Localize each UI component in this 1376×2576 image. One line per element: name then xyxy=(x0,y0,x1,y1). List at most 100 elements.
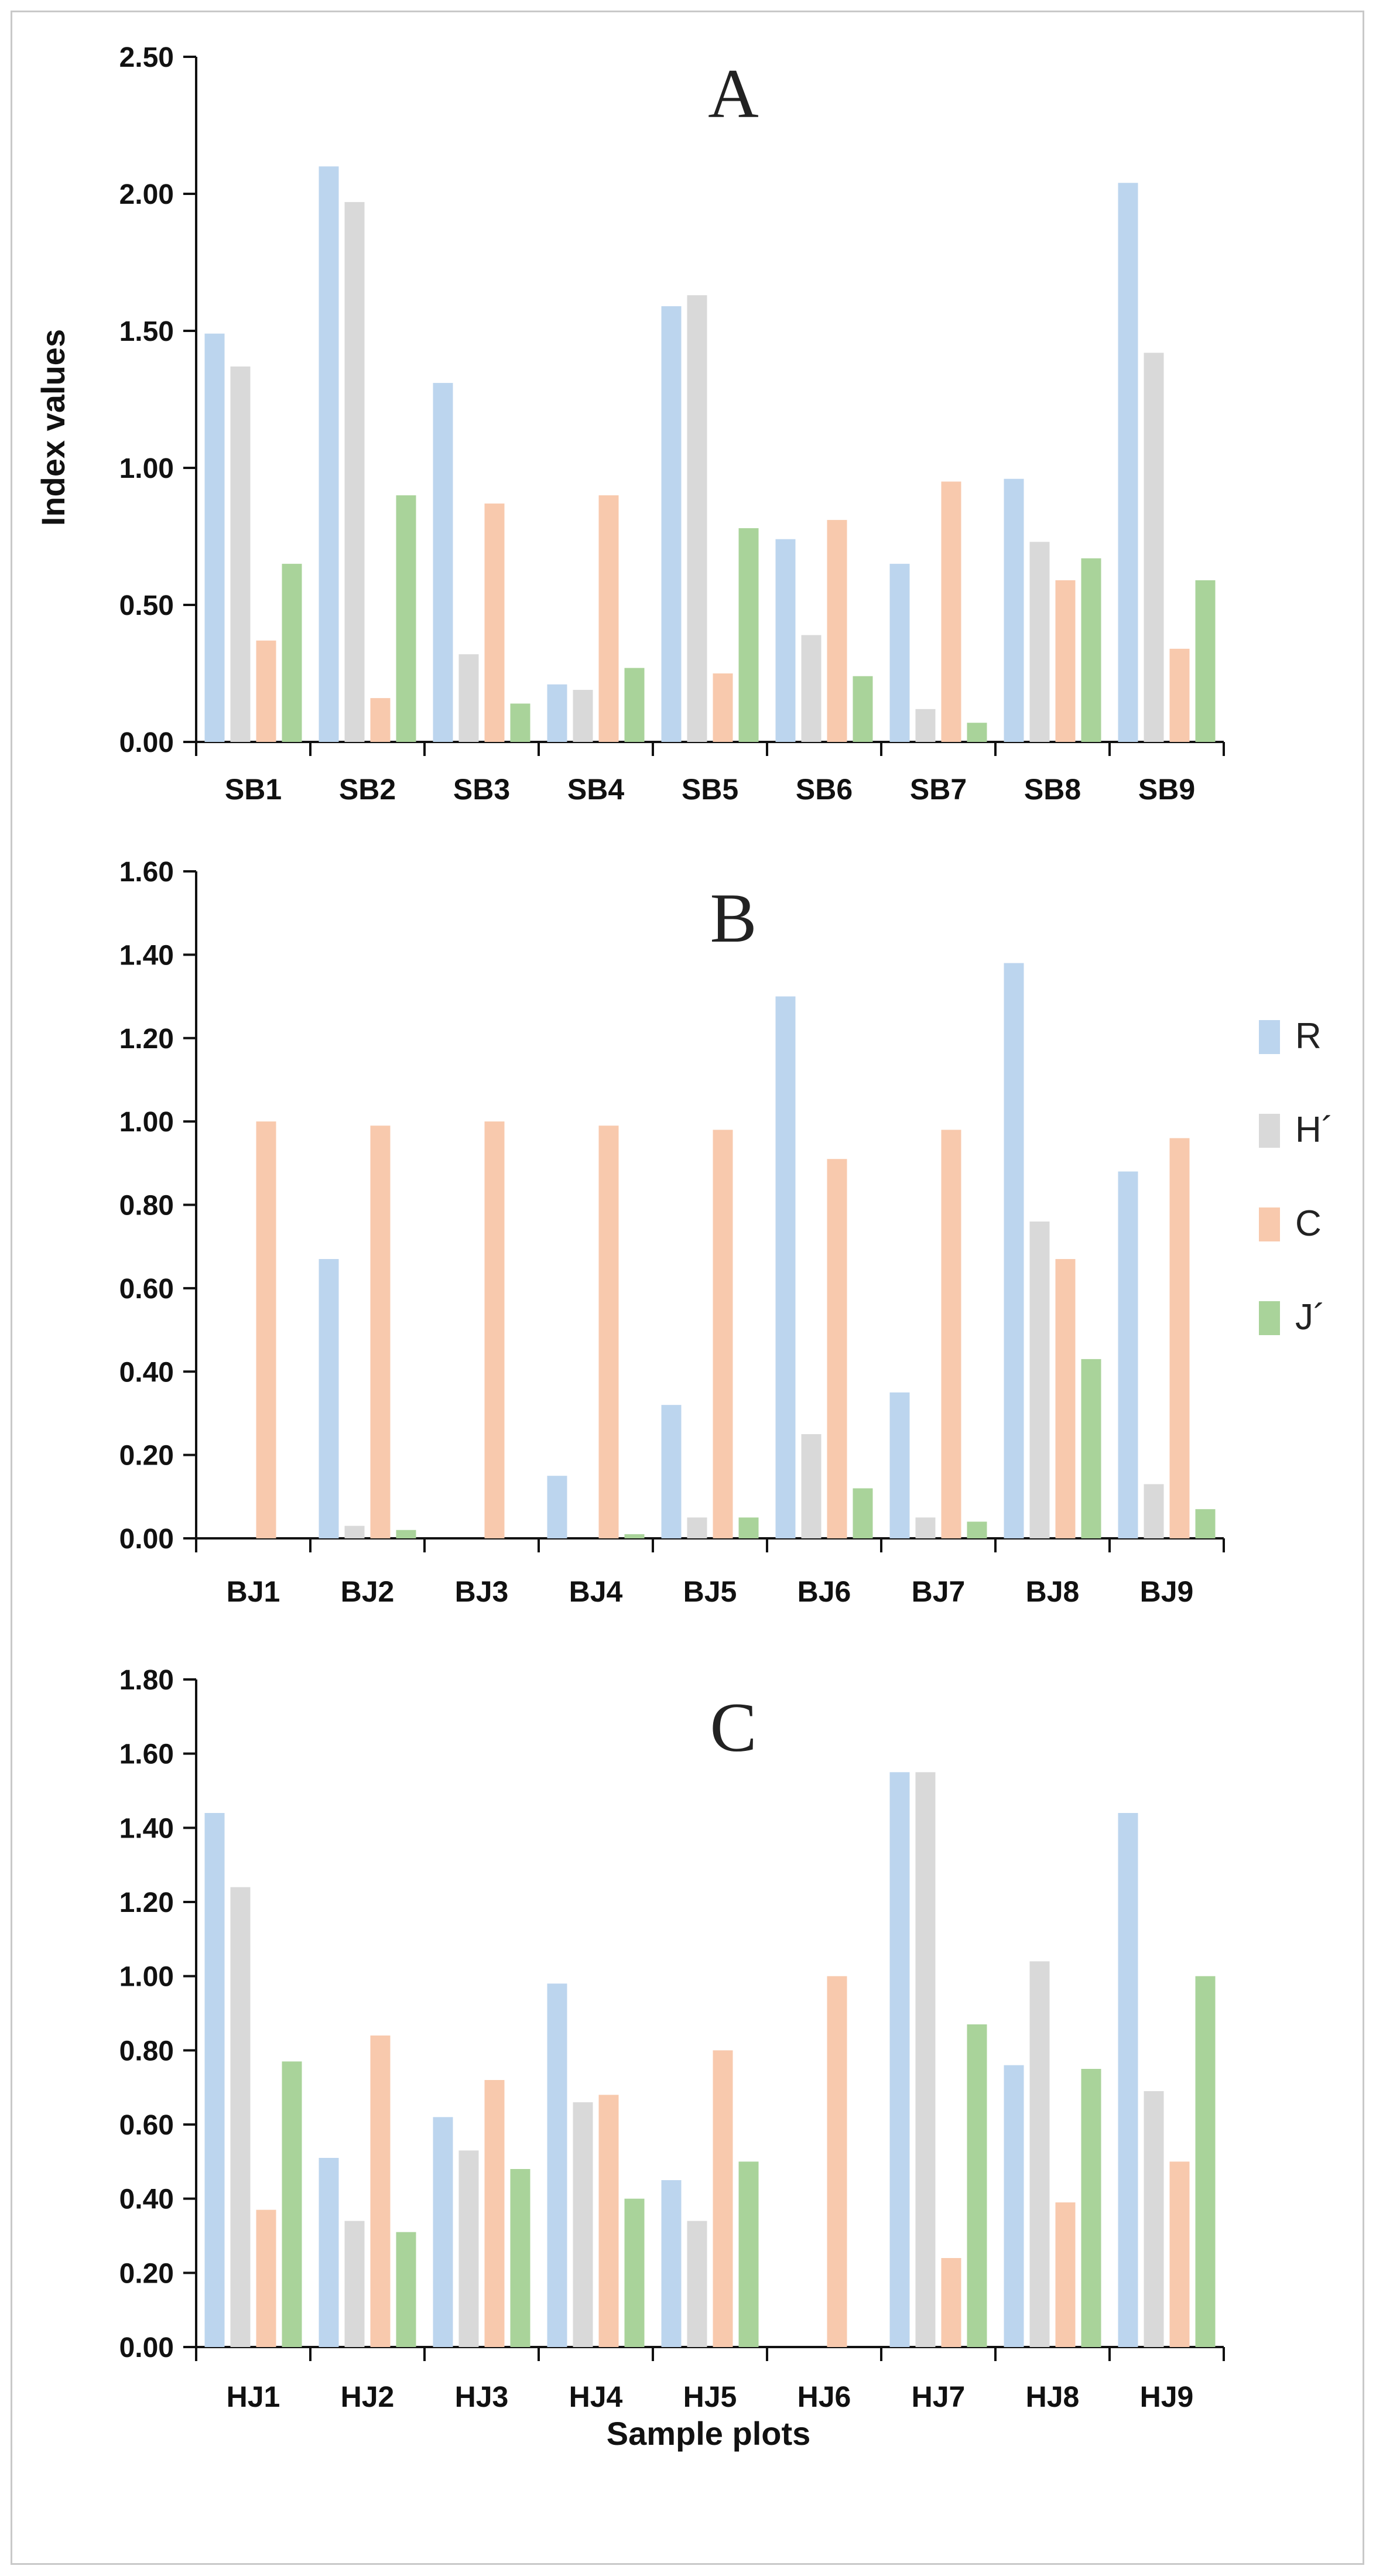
y-tick-label: 1.40 xyxy=(119,940,174,971)
x-tick-label: HJ8 xyxy=(1026,2380,1080,2413)
bar-BJ4-R xyxy=(547,1476,567,1538)
bar-SB1-J xyxy=(282,563,302,742)
bar-SB7-J xyxy=(967,723,987,742)
y-tick-label: 0.80 xyxy=(119,2036,174,2067)
y-tick-label: 1.60 xyxy=(119,857,174,888)
bar-HJ3-R xyxy=(433,2117,453,2347)
bar-SB3-C xyxy=(484,503,505,742)
legend-swatch xyxy=(1259,1114,1280,1148)
x-tick-label: HJ4 xyxy=(569,2380,623,2413)
bar-SB8-C xyxy=(1055,580,1076,742)
y-tick-label: 0.40 xyxy=(119,1357,174,1388)
bar-HJ8-H xyxy=(1029,1961,1050,2347)
bar-BJ3-C xyxy=(484,1121,505,1538)
bar-BJ7-R xyxy=(889,1392,910,1538)
x-tick-label: BJ9 xyxy=(1140,1575,1194,1608)
bar-SB6-H xyxy=(801,635,822,742)
x-tick-label: SB3 xyxy=(453,773,510,806)
x-tick-label: HJ6 xyxy=(797,2380,851,2413)
y-tick-label: 0.60 xyxy=(119,1274,174,1305)
x-tick-label: SB4 xyxy=(567,773,624,806)
y-tick-label: 0.50 xyxy=(119,590,174,621)
bar-SB6-J xyxy=(853,676,873,742)
panel-letter: C xyxy=(710,1688,757,1766)
bar-HJ1-H xyxy=(230,1887,251,2347)
x-tick-label: HJ7 xyxy=(912,2380,966,2413)
y-tick-label: 1.80 xyxy=(119,1665,174,1696)
bar-HJ5-C xyxy=(713,2050,733,2347)
y-tick-label: 0.20 xyxy=(119,2258,174,2289)
bar-BJ9-J xyxy=(1195,1509,1216,1538)
x-tick-label: BJ5 xyxy=(683,1575,737,1608)
bar-BJ5-H xyxy=(687,1517,707,1538)
bar-SB4-H xyxy=(573,690,593,742)
bar-SB2-H xyxy=(344,202,365,742)
bar-SB9-R xyxy=(1118,183,1138,742)
bar-SB1-H xyxy=(230,366,251,742)
bar-HJ7-H xyxy=(915,1772,936,2347)
bar-SB5-R xyxy=(661,306,682,742)
bar-HJ3-J xyxy=(510,2169,530,2347)
bar-BJ6-H xyxy=(801,1434,822,1538)
bar-HJ4-R xyxy=(547,1983,567,2347)
bar-HJ2-H xyxy=(344,2221,365,2347)
bar-BJ5-C xyxy=(713,1130,733,1538)
y-tick-label: 0.40 xyxy=(119,2184,174,2215)
bar-BJ2-H xyxy=(344,1525,365,1538)
y-tick-label: 1.20 xyxy=(119,1024,174,1055)
bar-BJ5-J xyxy=(738,1517,759,1538)
bar-SB2-R xyxy=(319,166,339,742)
bar-SB7-R xyxy=(889,563,910,742)
bar-SB7-C xyxy=(941,481,961,742)
bar-SB8-J xyxy=(1081,558,1101,742)
bar-BJ8-J xyxy=(1081,1359,1101,1538)
bar-SB4-J xyxy=(624,668,645,742)
bar-SB2-C xyxy=(370,698,391,742)
bar-BJ9-C xyxy=(1169,1138,1190,1538)
x-tick-label: SB7 xyxy=(910,773,967,806)
bar-HJ7-J xyxy=(967,2024,987,2347)
bar-BJ6-R xyxy=(775,996,796,1538)
bar-BJ7-J xyxy=(967,1521,987,1538)
bar-HJ2-C xyxy=(370,2036,391,2347)
y-axis-title: Index values xyxy=(35,329,71,526)
bar-SB9-H xyxy=(1144,353,1164,742)
x-tick-label: HJ5 xyxy=(683,2380,737,2413)
panels-layer: A 0.00 0.50 1.00 1.50 2.00 2.50 SB1 SB2 SB3 SB4 SB5… xyxy=(119,42,1225,2413)
bar-BJ4-J xyxy=(624,1534,645,1538)
bar-BJ7-H xyxy=(915,1517,936,1538)
x-tick-label: BJ1 xyxy=(227,1575,280,1608)
bar-HJ7-C xyxy=(941,2258,961,2347)
y-tick-label: 1.20 xyxy=(119,1887,174,1918)
bar-SB2-J xyxy=(396,495,416,742)
legend-label: C xyxy=(1295,1203,1322,1244)
x-tick-label: BJ8 xyxy=(1026,1575,1080,1608)
y-tick-label: 1.60 xyxy=(119,1739,174,1770)
y-tick-label: 2.50 xyxy=(119,42,174,73)
bar-HJ9-R xyxy=(1118,1813,1138,2347)
bar-SB1-R xyxy=(204,333,225,742)
x-tick-label: BJ2 xyxy=(341,1575,395,1608)
bar-BJ8-C xyxy=(1055,1259,1076,1538)
bar-SB4-C xyxy=(598,495,619,742)
legend-swatch xyxy=(1259,1020,1280,1054)
bar-SB9-C xyxy=(1169,648,1190,742)
bar-SB5-C xyxy=(713,673,733,742)
bar-HJ1-J xyxy=(282,2061,302,2347)
x-tick-label: BJ7 xyxy=(912,1575,966,1608)
x-tick-label: HJ9 xyxy=(1140,2380,1194,2413)
bar-BJ2-C xyxy=(370,1125,391,1538)
panel-letter: B xyxy=(710,879,757,957)
bar-HJ4-J xyxy=(624,2198,645,2347)
y-tick-label: 1.50 xyxy=(119,316,174,347)
legend-swatch xyxy=(1259,1301,1280,1335)
bar-BJ7-C xyxy=(941,1130,961,1538)
x-tick-label: SB2 xyxy=(339,773,396,806)
panel-C: C 0.00 0.20 0.40 0.60 0.80 1.00 1.20 1.40 1.60 1.8… xyxy=(119,1665,1225,2413)
bar-SB3-H xyxy=(458,654,479,742)
bar-HJ5-R xyxy=(661,2180,682,2347)
x-tick-label: SB8 xyxy=(1024,773,1081,806)
bar-BJ8-R xyxy=(1004,963,1024,1538)
bar-BJ2-J xyxy=(396,1530,416,1538)
